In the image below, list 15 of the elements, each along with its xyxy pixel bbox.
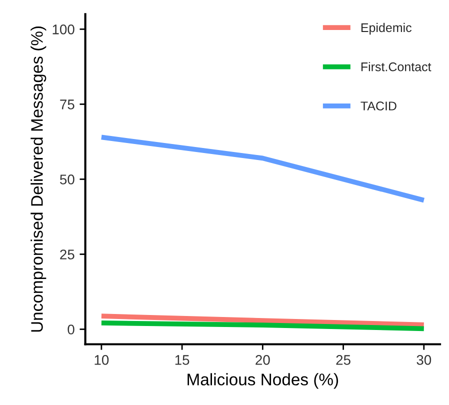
y-tick-label: 100 (52, 24, 74, 34)
y-tick-label: 25 (60, 250, 74, 260)
y-axis-title: Uncompromised Delivered Messages (%) (30, 26, 46, 332)
x-tick-label: 15 (175, 355, 190, 365)
legend-label: First.Contact (361, 62, 432, 72)
y-tick-label: 50 (60, 174, 74, 184)
y-tick-label: 75 (60, 100, 74, 110)
x-tick-label: 25 (336, 355, 350, 365)
x-axis-title: Malicious Nodes (%) (188, 373, 338, 389)
x-tick-label: 30 (416, 355, 432, 365)
x-tick-label: 10 (94, 355, 109, 365)
x-tick-label: 20 (256, 355, 270, 365)
legend-label: TACID (360, 102, 396, 110)
legend-label: Epidemic (361, 22, 412, 35)
y-tick-label: 0 (68, 324, 74, 334)
